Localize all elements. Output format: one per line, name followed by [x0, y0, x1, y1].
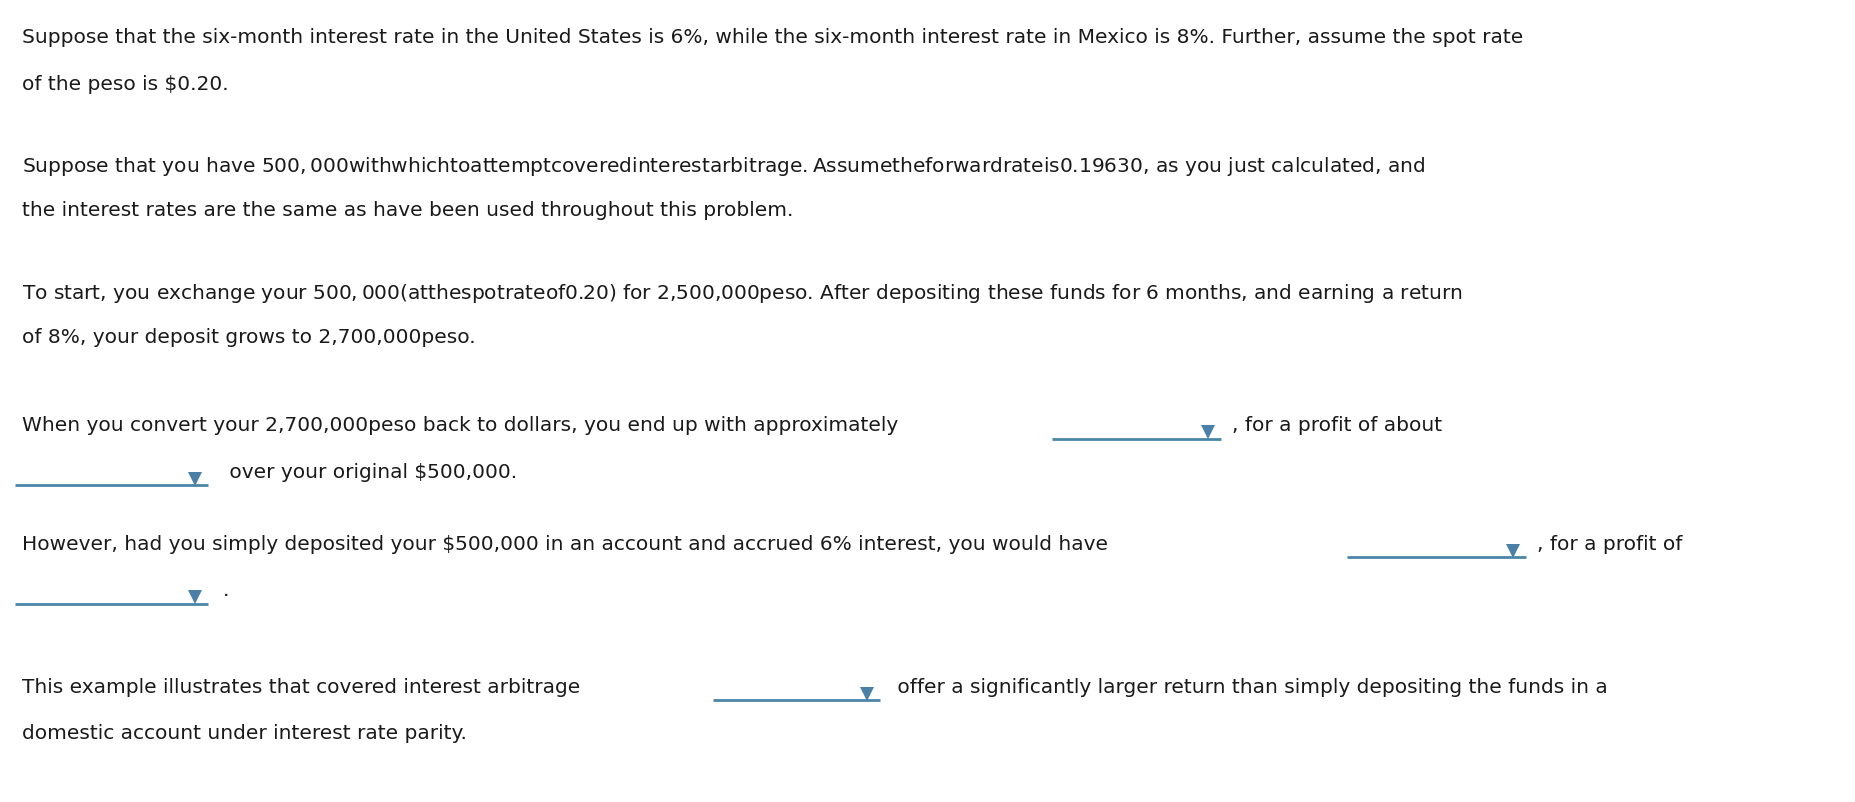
- Text: of 8%, your deposit grows to 2,700,000peso.: of 8%, your deposit grows to 2,700,000pe…: [22, 328, 475, 347]
- Text: Suppose that the six-month interest rate in the United States is 6%, while the s: Suppose that the six-month interest rate…: [22, 28, 1523, 47]
- Text: However, had you simply deposited your $500,000 in an account and accrued 6% int: However, had you simply deposited your $…: [22, 535, 1107, 554]
- Text: over your original $500,000.: over your original $500,000.: [223, 463, 516, 482]
- Text: When you convert your 2,700,000peso back to dollars, you end up with approximate: When you convert your 2,700,000peso back…: [22, 416, 898, 435]
- Text: This example illustrates that covered interest arbitrage: This example illustrates that covered in…: [22, 678, 581, 697]
- Text: domestic account under interest rate parity.: domestic account under interest rate par…: [22, 724, 467, 743]
- Text: of the peso is $0.20.: of the peso is $0.20.: [22, 75, 228, 94]
- Text: offer a significantly larger return than simply depositing the funds in a: offer a significantly larger return than…: [890, 678, 1606, 697]
- Text: , for a profit of: , for a profit of: [1536, 535, 1681, 554]
- Text: .: .: [223, 581, 228, 601]
- Text: , for a profit of about: , for a profit of about: [1232, 416, 1441, 435]
- Text: the interest rates are the same as have been used throughout this problem.: the interest rates are the same as have …: [22, 201, 794, 221]
- Text: Suppose that you have $500,000 with which to attempt covered interest arbitrage.: Suppose that you have $500,000 with whic…: [22, 155, 1425, 178]
- Text: To start, you exchange your $500,000 (at the spot rate of $0.20) for 2,500,000pe: To start, you exchange your $500,000 (at…: [22, 282, 1462, 305]
